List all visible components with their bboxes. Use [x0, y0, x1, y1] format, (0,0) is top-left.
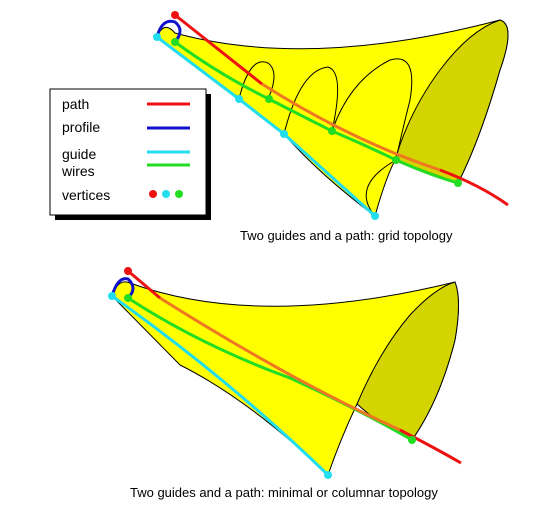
- bottom-path-outside: [127, 269, 161, 300]
- legend-label-guide: guide: [62, 146, 96, 162]
- top-profile: [155, 19, 182, 43]
- top-guide-vertex: [280, 130, 288, 138]
- top-wire-vertex: [454, 179, 462, 187]
- top-wire-vertex: [171, 38, 179, 46]
- top-path-tail: [439, 168, 509, 207]
- top-path-over-surface: [261, 82, 441, 172]
- legend-vertex-green: [175, 190, 183, 198]
- legend-label-vertices: vertices: [62, 187, 110, 203]
- legend: path profile guide wires vertices: [49, 88, 211, 220]
- bottom-guide-vertex: [108, 292, 116, 300]
- bottom-guide-vertex: [324, 471, 332, 479]
- bottom-path-start-vertex: [124, 267, 132, 275]
- legend-label-profile: profile: [62, 119, 100, 135]
- top-caption: Two guides and a path: grid topology: [240, 228, 453, 243]
- top-section-arc-1: [238, 61, 275, 100]
- top-guide-vertex: [371, 212, 379, 220]
- bottom-wire-vertex: [408, 436, 416, 444]
- top-figure: Two guides and a path: grid topology: [153, 11, 509, 243]
- bottom-figure: Two guides and a path: minimal or column…: [108, 267, 462, 500]
- legend-vertex-red: [149, 190, 157, 198]
- top-path-start-vertex: [171, 11, 179, 19]
- top-section-arc-4: [365, 159, 397, 217]
- top-path-outside: [174, 13, 263, 86]
- legend-vertex-cyan: [162, 190, 170, 198]
- bottom-guide-wire: [111, 294, 330, 477]
- bottom-path-tail: [399, 428, 462, 465]
- legend-label-wires: wires: [61, 163, 95, 179]
- bottom-caption: Two guides and a path: minimal or column…: [130, 485, 438, 500]
- top-wire-vertex: [392, 156, 400, 164]
- top-wire-vertex: [328, 127, 336, 135]
- top-section-arc-3: [331, 58, 413, 161]
- legend-label-path: path: [62, 96, 89, 112]
- top-guide-vertex: [153, 33, 161, 41]
- top-wire-vertex: [265, 95, 273, 103]
- bottom-wire-vertex: [124, 294, 132, 302]
- bottom-path-over-surface: [159, 296, 401, 432]
- bottom-profile: [110, 277, 135, 300]
- top-guide-vertex: [235, 95, 243, 103]
